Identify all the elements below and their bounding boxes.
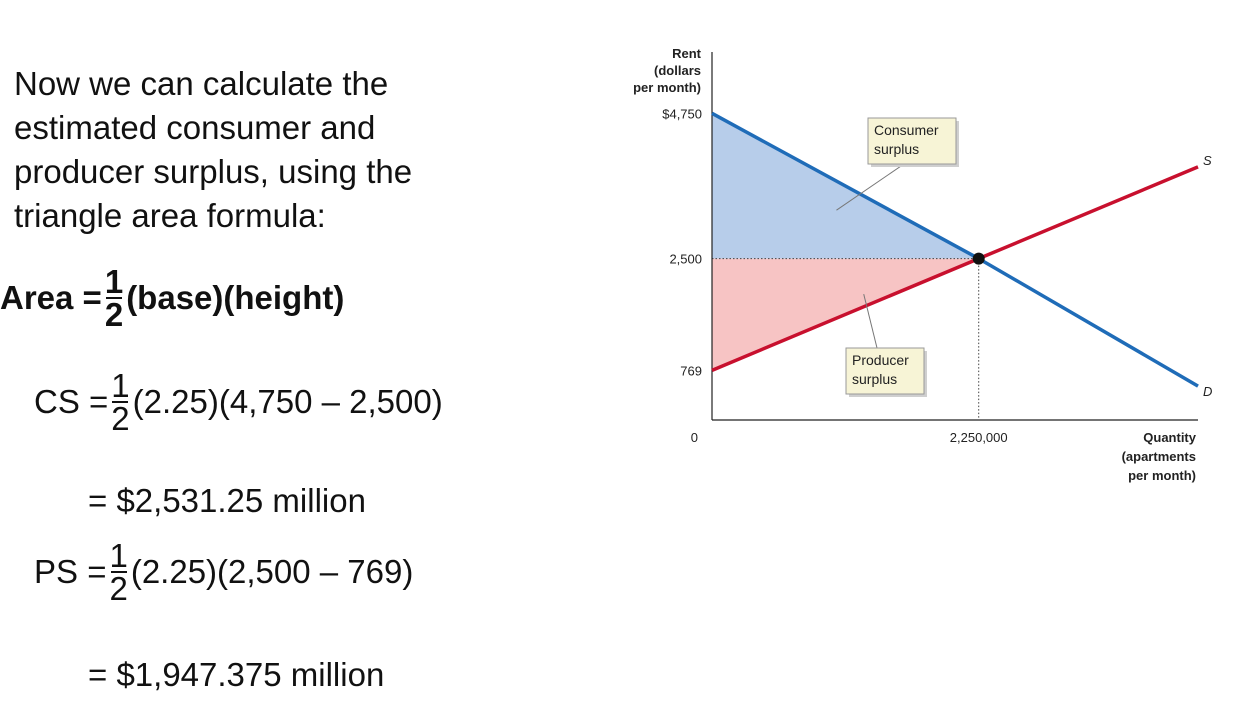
y-tick-label: 2,500 <box>669 252 702 267</box>
cs-denominator: 2 <box>111 400 130 437</box>
curve-label-d: D <box>1203 384 1212 399</box>
surplus-chart: Rent (dollars per month) Quantity (apartment… <box>633 46 1212 483</box>
cs-numerator: 1 <box>111 367 130 404</box>
ps-numerator: 1 <box>109 537 128 574</box>
x-axis-label: (apartments <box>1122 449 1196 464</box>
origin-label: 0 <box>691 430 698 445</box>
cs-result: = $2,531.25 million <box>88 482 366 519</box>
fraction-bar <box>110 571 127 573</box>
area-numerator: 1 <box>104 263 124 300</box>
cs-lhs: CS = <box>34 383 109 420</box>
area-lhs: Area = <box>0 279 102 316</box>
x-tick-label: 2,250,000 <box>950 430 1008 445</box>
x-axis-label: Quantity <box>1143 430 1196 445</box>
y-axis-label: per month) <box>633 80 701 95</box>
consumer-surplus-label: Consumer <box>874 122 939 138</box>
consumer-surplus-label: surplus <box>874 141 919 157</box>
producer-surplus-label-box <box>845 347 925 395</box>
ps-lhs: PS = <box>34 553 107 590</box>
consumer-surplus-label-box <box>867 117 957 165</box>
y-tick-label: 769 <box>680 363 702 378</box>
y-tick-label: $4,750 <box>662 106 702 121</box>
intro-line: Now we can calculate the <box>14 65 389 102</box>
area-rhs: (base)(height) <box>126 279 345 316</box>
y-axis-label: Rent <box>672 46 702 61</box>
fraction-bar <box>112 401 129 403</box>
intro-line: producer surplus, using the <box>14 153 413 190</box>
equilibrium-point <box>972 252 985 265</box>
ps-formula: PS = 1 2 (2.25)(2,500 – 769) <box>34 537 414 607</box>
cs-fraction: 1 2 <box>111 367 130 437</box>
area-denominator: 2 <box>104 296 124 333</box>
intro-text: Now we can calculate the estimated consu… <box>14 62 514 238</box>
ps-result: = $1,947.375 million <box>88 656 385 693</box>
cs-formula: CS = 1 2 (2.25)(4,750 – 2,500) <box>34 367 443 437</box>
intro-line: triangle area formula: <box>14 197 326 234</box>
ps-rhs: (2.25)(2,500 – 769) <box>130 553 414 590</box>
producer-surplus-label: Producer <box>852 352 909 368</box>
producer-surplus-label: surplus <box>852 371 897 387</box>
curve-label-s: S <box>1203 153 1212 168</box>
ps-fraction: 1 2 <box>109 537 128 607</box>
intro-line: estimated consumer and <box>14 109 376 146</box>
fraction-bar <box>106 297 122 299</box>
area-formula: Area = 1 2 (base)(height) <box>0 263 345 333</box>
x-axis-label: per month) <box>1128 468 1196 483</box>
area-fraction: 1 2 <box>104 263 124 333</box>
cs-rhs: (2.25)(4,750 – 2,500) <box>132 383 443 420</box>
consumer-surplus-pointer <box>836 163 905 211</box>
producer-surplus-pointer <box>863 293 878 349</box>
y-axis-label: (dollars <box>654 63 701 78</box>
ps-denominator: 2 <box>109 570 128 607</box>
